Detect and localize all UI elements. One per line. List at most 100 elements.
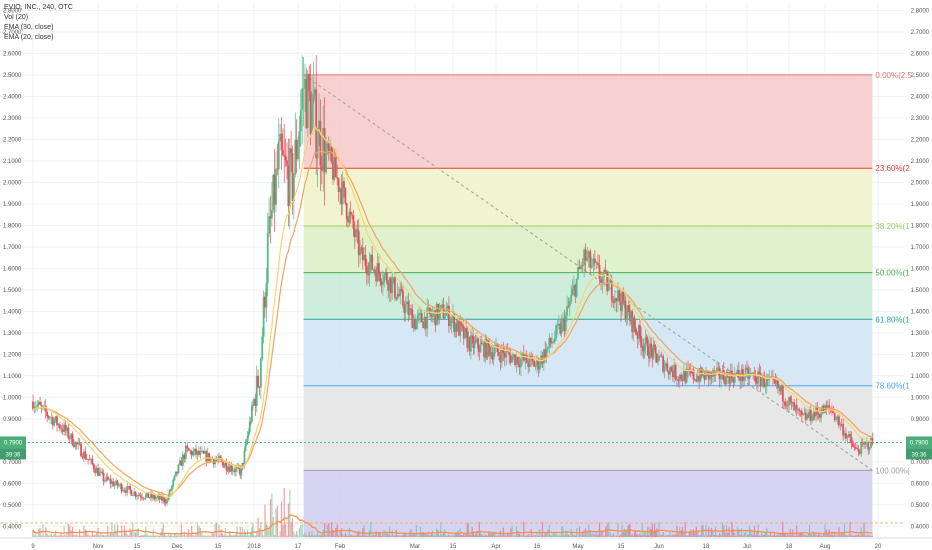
candle-body <box>81 456 84 459</box>
candle-body <box>751 373 753 374</box>
candle-body <box>722 370 725 381</box>
volume-bar <box>374 535 376 537</box>
volume-bar <box>98 534 100 537</box>
volume-bar <box>731 521 733 537</box>
candle-body <box>111 481 113 484</box>
candle-body <box>291 152 294 202</box>
candle-body <box>525 354 528 364</box>
candle-body <box>865 442 868 444</box>
candle-body <box>470 335 472 352</box>
candle-body <box>56 416 58 426</box>
volume-bar <box>556 535 559 537</box>
candle-body <box>655 353 658 363</box>
candle-body <box>595 262 598 264</box>
candle-body <box>617 290 619 302</box>
volume-bar <box>662 532 664 537</box>
volume-bar <box>214 523 216 537</box>
volume-bar <box>490 533 492 537</box>
volume-bar <box>198 526 200 537</box>
candle-body <box>287 165 290 206</box>
candle-body <box>707 371 710 380</box>
candle-body <box>253 398 255 405</box>
candle-body <box>485 339 488 358</box>
candle-body <box>67 427 70 439</box>
candle-body <box>590 265 593 268</box>
candle-body <box>547 346 549 349</box>
candle-body <box>589 251 592 268</box>
legend-title[interactable]: EVIO, INC., 240, OTC <box>4 4 73 11</box>
candle-body <box>144 494 147 499</box>
candle-body <box>196 450 199 455</box>
candle-body <box>624 300 627 320</box>
volume-bar <box>526 535 528 537</box>
legend-ema30[interactable]: EMA (30, close) <box>4 24 54 31</box>
volume-bar <box>485 535 488 537</box>
candle-body <box>519 358 522 368</box>
volume-bar <box>620 534 622 537</box>
volume-bar <box>403 533 405 537</box>
candle-body <box>716 367 718 372</box>
candle-body <box>431 313 434 317</box>
volume-bar <box>784 533 786 537</box>
candle-body <box>186 445 189 449</box>
volume-bar <box>135 532 137 537</box>
ema20-line <box>32 124 873 499</box>
candle-body <box>456 320 459 332</box>
price-badge-left: 0.7900 39:36 <box>0 436 26 460</box>
volume-bar <box>158 535 161 537</box>
candle-body <box>434 310 437 326</box>
volume-bar <box>465 534 467 537</box>
volume-bar <box>473 535 476 537</box>
legend-vol[interactable]: Vol (20) <box>4 14 29 21</box>
candle-body <box>640 335 643 348</box>
candle-body <box>306 73 309 128</box>
volume-bar <box>231 535 233 537</box>
candle-body <box>77 442 80 445</box>
volume-bar <box>713 534 715 537</box>
volume-bar <box>335 527 337 537</box>
y-tick-label-left: 1.1000 <box>3 374 22 380</box>
volume-bar <box>204 535 206 537</box>
volume-bar <box>344 532 346 537</box>
candle-body <box>156 496 158 499</box>
y-tick-label-right: 0.7000 <box>911 460 930 466</box>
volume-bar <box>524 535 526 537</box>
y-tick-label-right: 2.6000 <box>911 51 930 57</box>
volume-bar <box>695 526 697 537</box>
volume-bar <box>747 534 749 537</box>
candle-body <box>322 127 325 171</box>
candle-body <box>732 378 735 383</box>
candle-body <box>633 317 636 328</box>
volume-bar <box>271 493 273 537</box>
volume-bar <box>831 531 833 537</box>
fib-retracement: 0.00%(2.5 23.60%(2 38.20%(1 50.00%(1 61.80%(… <box>303 71 912 537</box>
candle-body <box>626 305 629 317</box>
volume-bar <box>102 535 105 537</box>
volume-bar <box>536 532 538 537</box>
candle-body <box>524 354 527 361</box>
candle-body <box>839 424 842 426</box>
candle-body <box>198 450 200 455</box>
candle-body <box>416 315 419 321</box>
volume-bar <box>242 535 245 537</box>
candle-body <box>122 490 124 492</box>
candle-body <box>34 406 37 408</box>
candle-body <box>615 297 618 302</box>
candle-body <box>243 450 246 464</box>
volume-bar <box>343 535 345 537</box>
volume-bar <box>219 535 221 537</box>
candle-body <box>822 405 825 414</box>
volume-bar <box>658 522 660 537</box>
volume-bar <box>672 534 674 537</box>
volume-bar <box>318 535 320 537</box>
candle-body <box>345 203 348 219</box>
candle-body <box>682 370 685 381</box>
candle-body <box>587 251 590 258</box>
volume-bar <box>351 535 353 537</box>
volume-bar <box>612 533 614 537</box>
volume-bar <box>114 523 116 537</box>
legend-ema20[interactable]: EMA (20, close) <box>4 34 54 41</box>
candle-body <box>861 442 864 444</box>
